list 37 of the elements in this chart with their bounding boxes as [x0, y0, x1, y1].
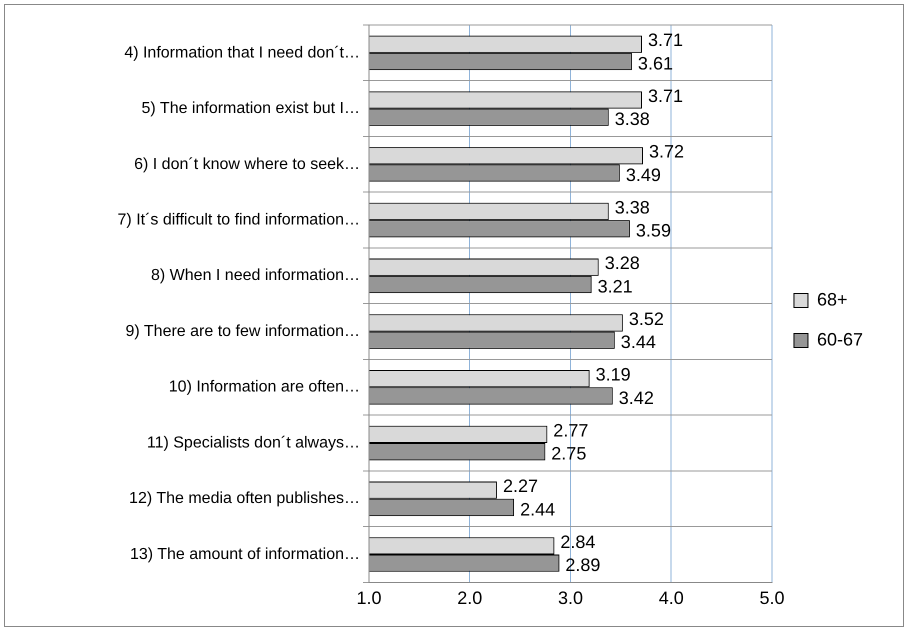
y-tick-label: 9) There are to few information… — [126, 322, 360, 340]
x-tick-label: 3.0 — [558, 588, 583, 608]
x-tick-label: 2.0 — [457, 588, 482, 608]
x-tick-label: 4.0 — [658, 588, 684, 608]
data-label: 3.21 — [598, 276, 633, 296]
legend-label: 68+ — [816, 289, 848, 310]
data-label: 3.61 — [638, 53, 673, 74]
y-tick-label: 6) I don´t know where to seek… — [134, 156, 360, 173]
x-tick-label: 1.0 — [356, 588, 382, 608]
data-label: 3.71 — [648, 86, 684, 106]
y-tick-label: 11) Specialists don´t always… — [146, 434, 360, 452]
data-label: 3.38 — [614, 109, 650, 130]
y-tick-label: 8) When I need information… — [151, 267, 360, 284]
data-label: 3.52 — [628, 308, 664, 329]
data-label: 2.27 — [502, 476, 538, 496]
data-label: 2.44 — [520, 499, 556, 520]
data-label: 3.49 — [626, 164, 661, 185]
data-label: 2.75 — [551, 444, 586, 464]
data-label: 3.71 — [648, 30, 684, 50]
data-label: 3.28 — [604, 253, 640, 274]
y-tick-label: 4) Information that I need don´t… — [124, 44, 360, 62]
data-label: 2.84 — [560, 532, 596, 552]
data-label: 3.19 — [596, 364, 631, 385]
x-tick-label: 5.0 — [759, 588, 784, 608]
data-label: 3.38 — [614, 197, 650, 218]
data-label: 2.89 — [565, 555, 600, 576]
data-label: 3.72 — [649, 142, 684, 162]
y-tick-label: 13) The amount of information… — [130, 546, 360, 563]
data-label: 3.59 — [636, 220, 671, 241]
data-label: 2.77 — [553, 420, 588, 440]
legend-label: 60-67 — [816, 329, 864, 350]
y-tick-label: 7) It´s difficult to find information… — [118, 211, 360, 228]
y-tick-label: 10) Information are often… — [168, 378, 360, 396]
y-tick-label: 5) The information exist but I… — [142, 100, 360, 118]
y-tick-label: 12) The media often publishes… — [129, 490, 360, 508]
data-label: 3.42 — [618, 388, 654, 408]
data-label: 3.44 — [620, 332, 656, 352]
